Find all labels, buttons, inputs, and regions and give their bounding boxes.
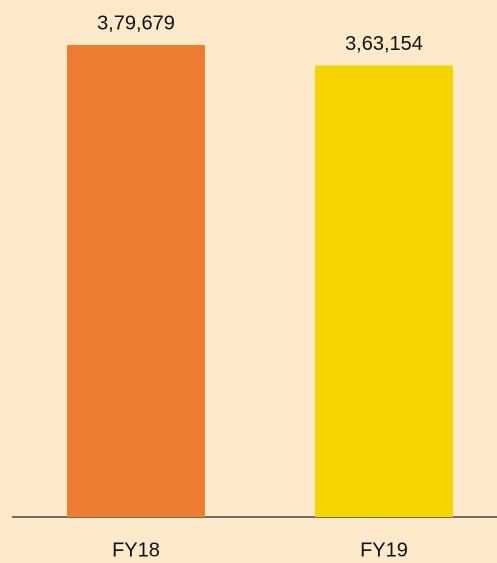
x-tick-label: FY19 <box>360 539 408 561</box>
value-label: 3,63,154 <box>345 33 423 55</box>
value-label: 3,79,679 <box>97 12 175 34</box>
bar <box>315 65 453 517</box>
bar <box>67 45 205 517</box>
x-tick-label: FY18 <box>112 539 160 561</box>
